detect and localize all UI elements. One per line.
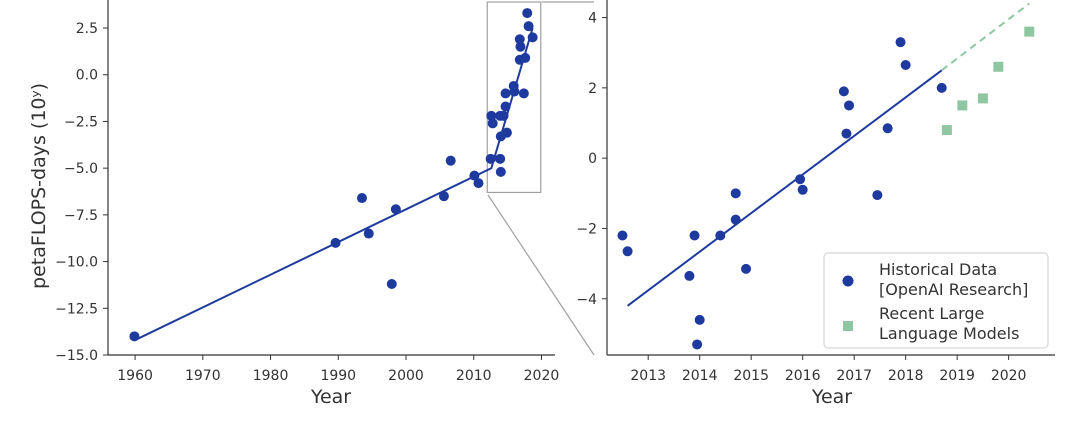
legend-marker-recent: [843, 321, 853, 331]
right-point-historical: [692, 339, 702, 349]
left-point-historical: [387, 279, 397, 289]
left-point-historical: [357, 193, 367, 203]
left-point-historical: [473, 178, 483, 188]
left-point-historical: [495, 154, 505, 164]
right-point-historical: [690, 230, 700, 240]
right-point-historical: [795, 174, 805, 184]
left-point-historical: [499, 111, 509, 121]
right-point-recent-llm: [1024, 27, 1034, 37]
left-x-tick-label: 2010: [456, 368, 492, 384]
right-y-tick-label: −4: [576, 292, 597, 308]
left-point-historical: [391, 204, 401, 214]
legend-label-historical-line-2: [OpenAI Research]: [879, 280, 1028, 299]
left-y-tick-label: −12.5: [55, 301, 98, 317]
left-point-historical: [522, 8, 532, 18]
left-point-historical: [501, 88, 511, 98]
right-point-historical: [937, 83, 947, 93]
zoom-connector-bottom: [488, 195, 594, 355]
left-point-historical: [486, 154, 496, 164]
legend: Historical Data [OpenAI Research] Recent…: [824, 253, 1048, 348]
right-point-historical: [715, 230, 725, 240]
right-fit-line-extension: [942, 4, 1030, 71]
left-point-historical: [515, 34, 525, 44]
left-y-tick-label: −5.0: [64, 161, 98, 177]
right-point-historical: [883, 123, 893, 133]
left-y-tick-label: −10.0: [55, 255, 98, 271]
left-point-historical: [519, 88, 529, 98]
left-point-historical: [524, 21, 534, 31]
left-point-historical: [129, 331, 139, 341]
left-panel: 1960 1970 1980 1990 2000 2010 2020 2.5 0.0 −2.5 −…: [28, 0, 559, 408]
left-x-tick-label: 1960: [117, 368, 153, 384]
right-point-historical: [741, 264, 751, 274]
right-point-recent-llm: [978, 93, 988, 103]
right-point-historical: [695, 315, 705, 325]
left-x-tick-label: 1990: [320, 368, 356, 384]
right-point-historical: [896, 37, 906, 47]
left-point-historical: [520, 53, 530, 63]
left-y-axis-title: petaFLOPS-days (10ʸ): [28, 83, 50, 289]
right-point-historical: [731, 188, 741, 198]
right-x-tick-label: 2020: [991, 368, 1027, 384]
right-point-recent-llm: [957, 100, 967, 110]
left-fit-line: [135, 28, 533, 340]
left-y-tick-label: −15.0: [55, 348, 98, 364]
right-point-historical: [623, 246, 633, 256]
right-x-tick-label: 2017: [836, 368, 872, 384]
left-point-historical: [496, 167, 506, 177]
right-point-historical: [901, 60, 911, 70]
left-y-tick-label: −7.5: [64, 208, 98, 224]
right-y-tick-label: −2: [576, 221, 597, 237]
right-y-tick-label: 4: [588, 11, 597, 27]
right-point-historical: [841, 129, 851, 139]
right-point-historical: [798, 185, 808, 195]
legend-label-recent-line-1: Recent Large: [879, 304, 984, 323]
right-x-tick-label: 2019: [939, 368, 975, 384]
right-x-tick-label: 2013: [630, 368, 666, 384]
right-point-historical: [872, 190, 882, 200]
left-x-tick-label: 1980: [253, 368, 289, 384]
left-x-tick-label: 1970: [185, 368, 221, 384]
right-x-tick-label: 2018: [888, 368, 924, 384]
left-data-points: [129, 8, 537, 341]
left-point-historical: [331, 238, 341, 248]
left-x-ticks: 1960 1970 1980 1990 2000 2010 2020: [117, 355, 559, 384]
left-point-historical: [501, 102, 511, 112]
right-point-historical: [684, 271, 694, 281]
right-x-axis-title: Year: [811, 386, 852, 408]
right-point-historical: [844, 100, 854, 110]
right-y-tick-label: 0: [588, 151, 597, 167]
left-x-axis-title: Year: [310, 386, 351, 408]
right-point-recent-llm: [993, 62, 1003, 72]
right-x-tick-label: 2015: [733, 368, 769, 384]
legend-label-recent-line-2: Language Models: [879, 324, 1019, 343]
left-x-tick-label: 2020: [524, 368, 560, 384]
right-point-historical: [839, 86, 849, 96]
left-y-ticks: 2.5 0.0 −2.5 −5.0 −7.5 −10.0 −12.5 −15.0: [55, 21, 108, 364]
right-y-tick-label: 2: [588, 81, 597, 97]
right-x-tick-label: 2014: [682, 368, 718, 384]
left-fit-line-solid: [135, 28, 533, 340]
right-y-ticks: 4 2 0 −2 −4: [576, 11, 607, 308]
left-point-historical: [364, 229, 374, 239]
left-point-historical: [488, 118, 498, 128]
left-y-tick-label: 2.5: [76, 21, 98, 37]
left-point-historical: [439, 191, 449, 201]
right-x-tick-label: 2016: [785, 368, 821, 384]
right-point-historical: [617, 230, 627, 240]
left-point-historical: [528, 32, 538, 42]
right-panel: 2013 2014 2015 2016 2017 2018 2019 2020 4 2 0 −2 −4…: [576, 0, 1055, 408]
left-y-tick-label: −2.5: [64, 114, 98, 130]
right-point-historical: [731, 215, 741, 225]
left-point-historical: [502, 128, 512, 138]
left-y-tick-label: 0.0: [76, 68, 98, 84]
left-point-historical: [509, 87, 519, 97]
left-x-tick-label: 2000: [388, 368, 424, 384]
left-point-historical: [446, 156, 456, 166]
right-point-recent-llm: [942, 125, 952, 135]
legend-label-historical-line-1: Historical Data: [879, 260, 997, 279]
legend-marker-historical: [843, 276, 854, 287]
right-x-ticks: 2013 2014 2015 2016 2017 2018 2019 2020: [630, 355, 1026, 384]
